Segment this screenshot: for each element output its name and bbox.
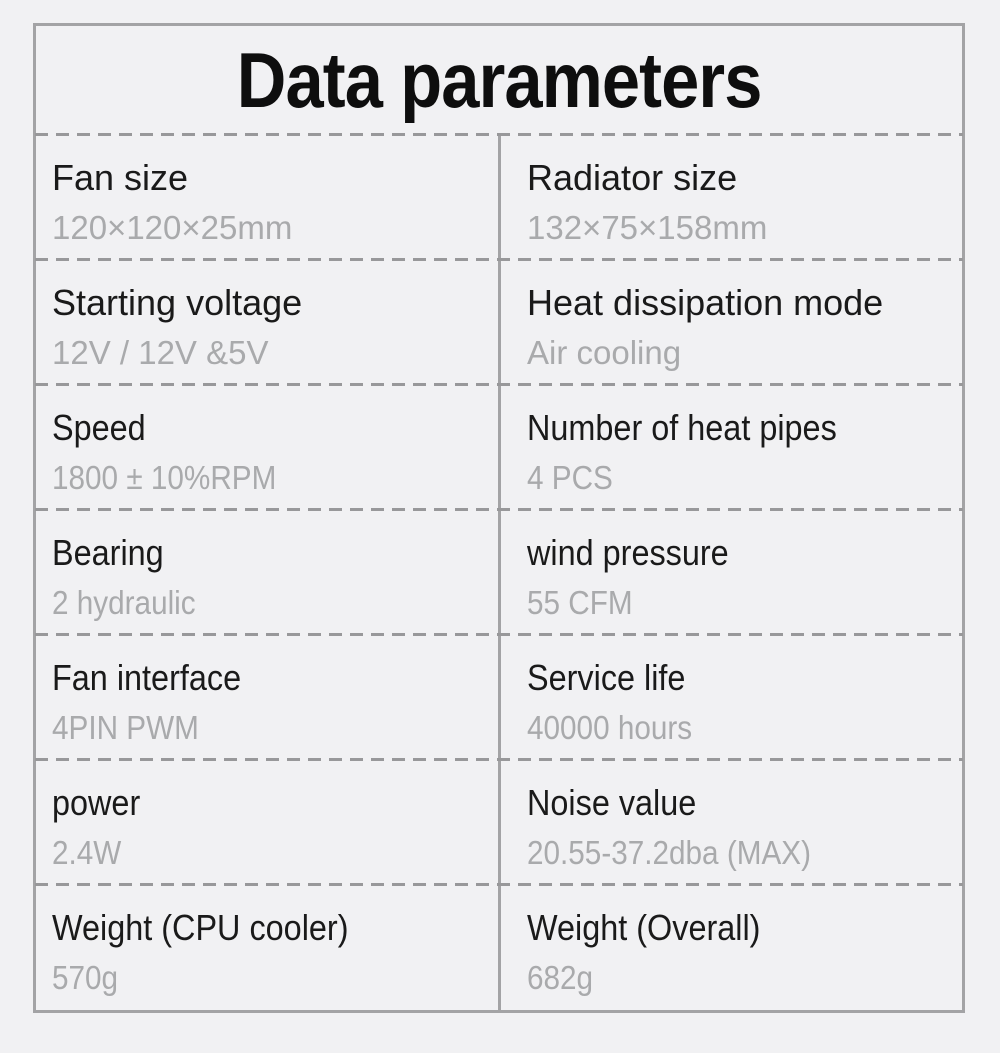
spec-value: 570g	[52, 959, 119, 997]
spec-label: Radiator size	[527, 157, 738, 198]
spec-row-starting-voltage: Starting voltage 12V / 12V &5V Heat diss…	[35, 258, 963, 385]
spec-label: wind pressure	[527, 532, 729, 573]
spec-value: 132×75×158mm	[527, 209, 768, 247]
spec-label: Weight (CPU cooler)	[52, 907, 349, 948]
spec-cell-left: Fan interface 4PIN PWM	[36, 635, 498, 760]
spec-label: power	[52, 782, 141, 823]
spec-cell-right: Weight (Overall) 682g	[498, 885, 962, 1010]
spec-cell-left: Starting voltage 12V / 12V &5V	[36, 260, 498, 385]
spec-value: 12V / 12V &5V	[52, 334, 269, 372]
spec-cell-left: Bearing 2 hydraulic	[36, 510, 498, 635]
spec-row-power: power 2.4W Noise value 20.55-37.2dba (MA…	[35, 758, 963, 885]
spec-label: Fan interface	[52, 657, 242, 698]
spec-cell-right: Radiator size 132×75×158mm	[498, 135, 962, 260]
spec-row-fan-size: Fan size 120×120×25mm Radiator size 132×…	[35, 133, 963, 260]
spec-cell-left: power 2.4W	[36, 760, 498, 885]
spec-cell-left: Weight (CPU cooler) 570g	[36, 885, 498, 1010]
spec-table: Data parameters Fan size 120×120×25mm Ra…	[33, 23, 965, 1013]
spec-row-weight: Weight (CPU cooler) 570g Weight (Overall…	[35, 883, 963, 1010]
spec-value: 40000 hours	[527, 709, 693, 747]
spec-rows: Fan size 120×120×25mm Radiator size 132×…	[35, 133, 963, 1010]
spec-cell-right: Noise value 20.55-37.2dba (MAX)	[498, 760, 962, 885]
spec-cell-right: Service life 40000 hours	[498, 635, 962, 760]
spec-value: 4 PCS	[527, 459, 613, 497]
spec-value: 1800 ± 10%RPM	[52, 459, 277, 497]
spec-label: Heat dissipation mode	[527, 282, 884, 323]
spec-value: 2.4W	[52, 834, 122, 872]
spec-label: Weight (Overall)	[527, 907, 761, 948]
spec-row-speed: Speed 1800 ± 10%RPM Number of heat pipes…	[35, 383, 963, 510]
spec-label: Noise value	[527, 782, 697, 823]
spec-label: Service life	[527, 657, 686, 698]
spec-label: Fan size	[52, 157, 189, 198]
spec-label: Bearing	[52, 532, 164, 573]
spec-label: Speed	[52, 407, 146, 448]
spec-cell-right: wind pressure 55 CFM	[498, 510, 962, 635]
spec-value: 682g	[527, 959, 594, 997]
spec-value: 4PIN PWM	[52, 709, 199, 747]
spec-label: Starting voltage	[52, 282, 303, 323]
spec-cell-right: Heat dissipation mode Air cooling	[498, 260, 962, 385]
spec-value: Air cooling	[527, 334, 682, 372]
spec-cell-right: Number of heat pipes 4 PCS	[498, 385, 962, 510]
page-title: Data parameters	[236, 36, 763, 124]
spec-row-bearing: Bearing 2 hydraulic wind pressure 55 CFM	[35, 508, 963, 635]
spec-value: 20.55-37.2dba (MAX)	[527, 834, 811, 872]
spec-value: 2 hydraulic	[52, 584, 196, 622]
spec-value: 55 CFM	[527, 584, 633, 622]
spec-cell-left: Fan size 120×120×25mm	[36, 135, 498, 260]
spec-label: Number of heat pipes	[527, 407, 837, 448]
spec-value: 120×120×25mm	[52, 209, 293, 247]
spec-row-fan-interface: Fan interface 4PIN PWM Service life 4000…	[35, 633, 963, 760]
spec-cell-left: Speed 1800 ± 10%RPM	[36, 385, 498, 510]
title-row: Data parameters	[36, 26, 962, 135]
